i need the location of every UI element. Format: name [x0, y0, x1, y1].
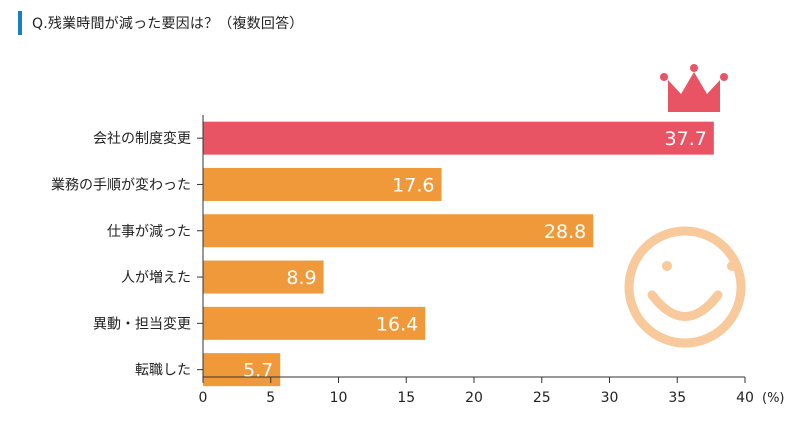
bar-value-label: 17.6	[392, 174, 434, 196]
bar-1	[203, 167, 442, 201]
category-label: 業務の手順が変わった	[51, 176, 191, 193]
crown-icon	[660, 64, 728, 112]
x-tick-label: 20	[465, 390, 483, 406]
bar-5	[203, 353, 281, 387]
chart-title-block: Q.残業時間が減った要因は？（複数回答）	[18, 11, 303, 35]
x-tick-label: 25	[533, 390, 551, 406]
title-accent-bar	[18, 11, 22, 35]
x-tick-label: 35	[668, 390, 686, 406]
bar-value-label: 5.7	[243, 360, 273, 382]
category-label: 仕事が減った	[107, 223, 191, 240]
bar-0	[203, 121, 714, 155]
bars: 37.7 17.6 28.8 8.9 16.4 5.7	[203, 121, 714, 387]
bar-2	[203, 214, 594, 248]
x-tick-label: 40	[736, 390, 754, 406]
smiley-face-icon	[624, 226, 746, 348]
category-label: 異動・担当変更	[93, 315, 191, 332]
bar-value-label: 8.9	[286, 267, 316, 289]
category-label: 転職した	[135, 363, 191, 379]
x-tick-label: 0	[199, 390, 208, 406]
category-label: 会社の制度変更	[93, 130, 191, 147]
bar-4	[203, 306, 426, 340]
bar-value-label: 16.4	[376, 313, 418, 335]
bar-value-label: 28.8	[544, 221, 586, 243]
x-axis: 0 5 10 15 20 25 30 35 40 (%)	[197, 115, 785, 406]
bar-3	[203, 260, 324, 294]
bar-value-label: 37.7	[665, 128, 707, 150]
x-tick-label: 10	[330, 390, 348, 406]
x-tick-label: 30	[601, 390, 619, 406]
x-tick-label: 15	[397, 390, 415, 406]
category-label: 人が増えた	[121, 270, 191, 286]
chart-title: Q.残業時間が減った要因は？（複数回答）	[32, 16, 304, 32]
x-tick-label: 5	[266, 390, 275, 406]
x-axis-unit-label: (%)	[762, 391, 785, 406]
